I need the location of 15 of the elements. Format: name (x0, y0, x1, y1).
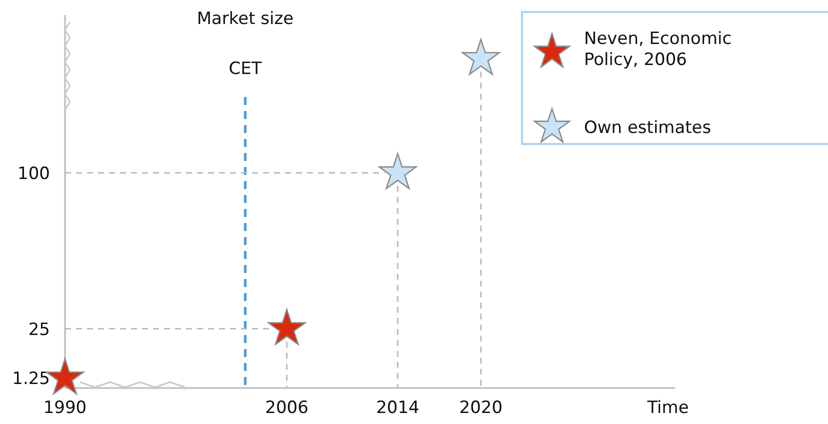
point (268, 308, 306, 346)
x-axis-title: Time (646, 398, 689, 418)
x-tick-label: 1990 (43, 398, 87, 418)
point (462, 38, 500, 75)
y-tick-label: 100 (18, 164, 50, 184)
y-tick-label: 1.25 (12, 369, 50, 390)
legend-label: Own estimates (584, 118, 712, 138)
x-tick-label: 2020 (459, 398, 503, 418)
ref-line-label: CET (228, 59, 262, 79)
x-tick-label: 2014 (376, 398, 420, 418)
point (378, 152, 417, 190)
y-axis-title: Market size (196, 9, 294, 29)
y-tick-label: 25 (28, 320, 50, 340)
legend-label: Neven, Economic Policy, 2006 (584, 29, 732, 70)
x-tick-label: 2006 (265, 398, 308, 418)
